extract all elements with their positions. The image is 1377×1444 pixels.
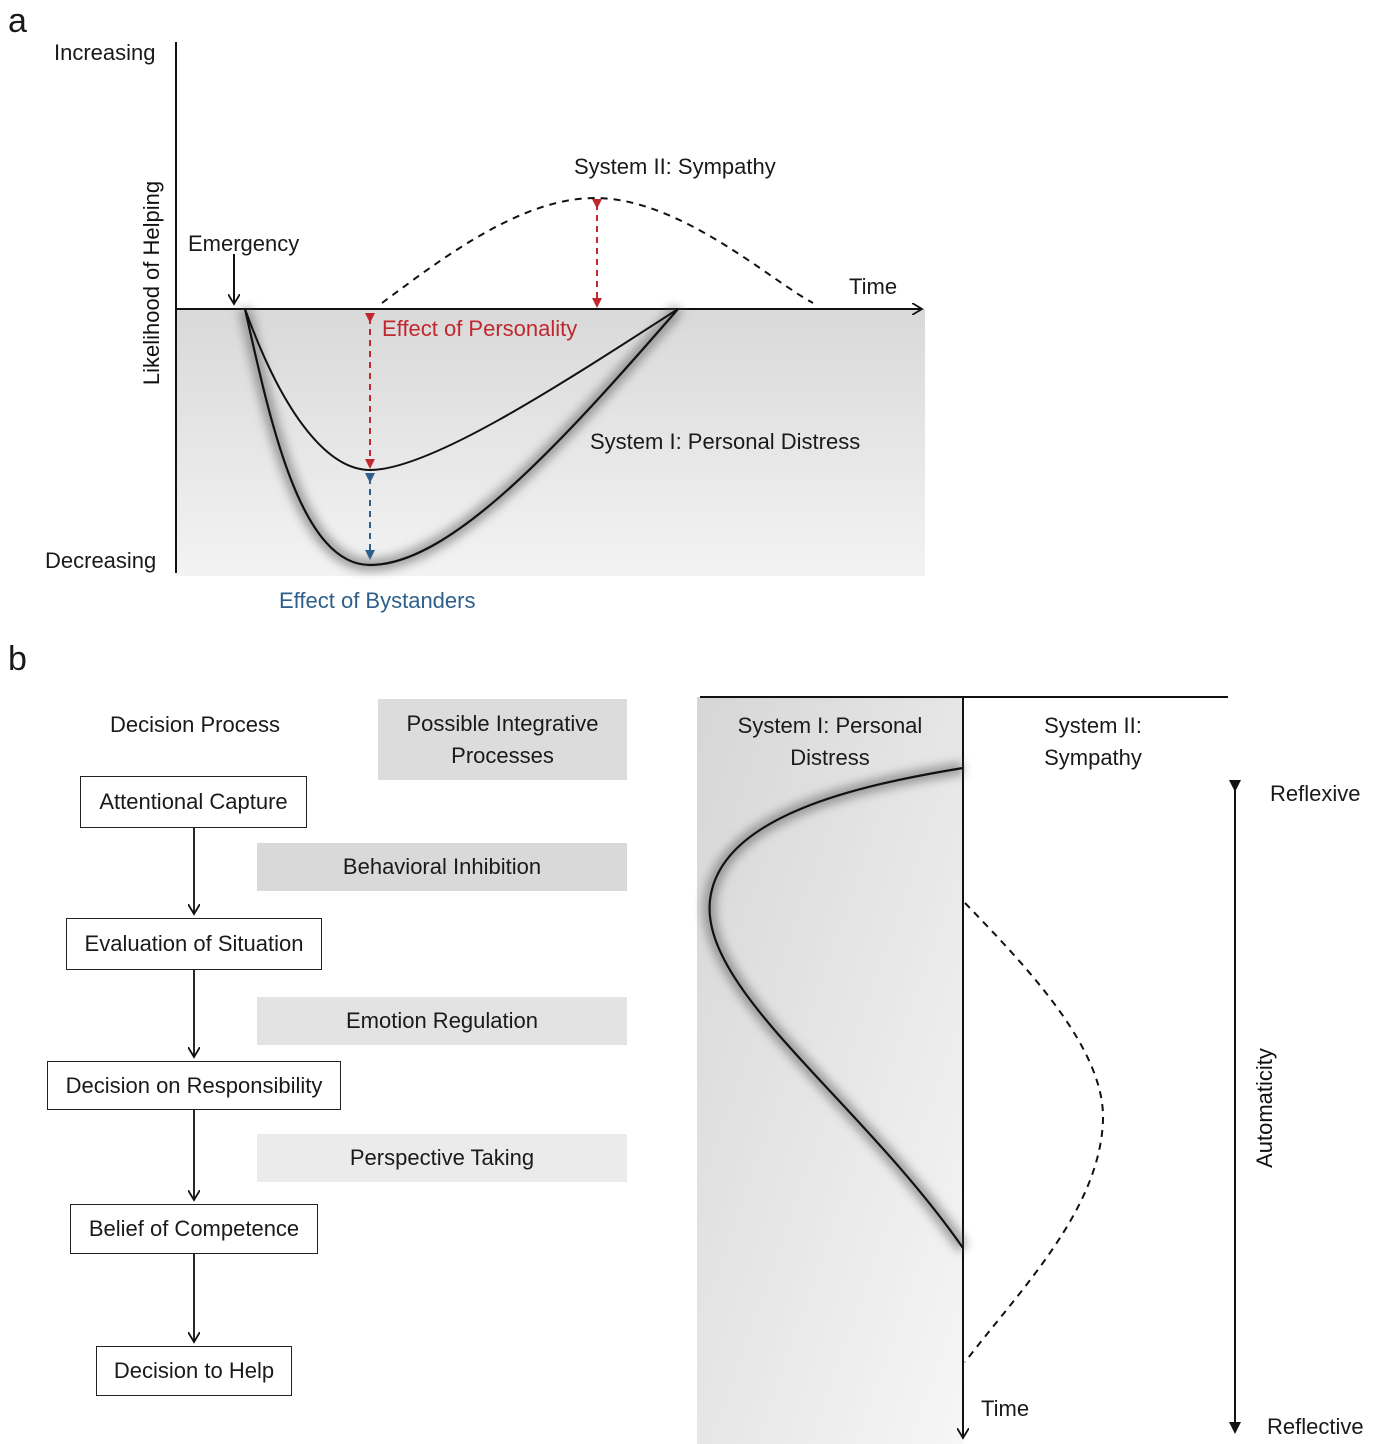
integrative-behavioral-inhibition: Behavioral Inhibition — [257, 843, 627, 891]
panel-a-time-label: Time — [849, 274, 898, 299]
panel-a-distress-curve-shallow — [244, 308, 679, 472]
integrative-emotion-regulation: Emotion Regulation — [257, 997, 627, 1045]
step-label: Decision to Help — [113, 1358, 275, 1383]
step-label: Decision on Responsibility — [65, 1072, 323, 1098]
step-decision-to-help: Decision to Help — [96, 1346, 292, 1396]
integrative-header-box: Possible Integrative Processes — [378, 699, 627, 780]
step-belief-of-competence: Belief of Competence — [70, 1204, 318, 1254]
panel-b-label: b — [8, 640, 27, 678]
decision-process-header: Decision Process — [110, 712, 280, 737]
panel-a-y-top-label: Increasing — [54, 40, 156, 65]
panel-b-sympathy-curve — [964, 902, 1105, 1363]
panel-a-y-axis-label: Likelihood of Helping — [139, 181, 164, 385]
panel-b-distress-curve — [708, 766, 964, 1249]
automaticity-label: Automaticity — [1252, 1048, 1277, 1168]
reflexive-label: Reflexive — [1270, 781, 1361, 806]
panel-a-y-bottom-label: Decreasing — [45, 548, 157, 573]
panel-a-sympathy-label: System II: Sympathy — [574, 154, 776, 179]
panel-a-distress-curve-deep — [243, 308, 679, 567]
system1-header-label: System I: Personal Distress — [737, 713, 923, 770]
panel-a-emergency-label: Emergency — [188, 231, 300, 256]
panel-b-shaded-column — [697, 697, 963, 1444]
panel-a-personality-label: Effect of Personality — [382, 316, 578, 341]
step-label: Evaluation of Situation — [84, 931, 304, 956]
step-evaluation-of-situation: Evaluation of Situation — [66, 918, 322, 970]
reflective-label: Reflective — [1267, 1414, 1364, 1439]
panel-a-label: a — [8, 2, 27, 40]
integrative-label: Perspective Taking — [349, 1145, 535, 1170]
integrative-label: Emotion Regulation — [345, 1008, 538, 1033]
integrative-label: Behavioral Inhibition — [342, 854, 542, 879]
integrative-header: Possible Integrative Processes — [406, 710, 599, 768]
panel-a-bystanders-label: Effect of Bystanders — [279, 588, 476, 613]
panel-b-time-label: Time — [981, 1396, 1030, 1421]
step-attentional-capture: Attentional Capture — [80, 776, 307, 828]
system1-header: System I: Personal Distress — [697, 710, 963, 774]
system2-header-label: System II: Sympathy — [1044, 713, 1142, 770]
step-decision-on-responsibility: Decision on Responsibility — [47, 1061, 341, 1110]
panel-a-distress-label: System I: Personal Distress — [590, 429, 861, 454]
step-label: Belief of Competence — [88, 1216, 300, 1241]
step-label: Attentional Capture — [99, 789, 288, 814]
integrative-perspective-taking: Perspective Taking — [257, 1134, 627, 1182]
system2-header: System II: Sympathy — [1000, 710, 1186, 774]
